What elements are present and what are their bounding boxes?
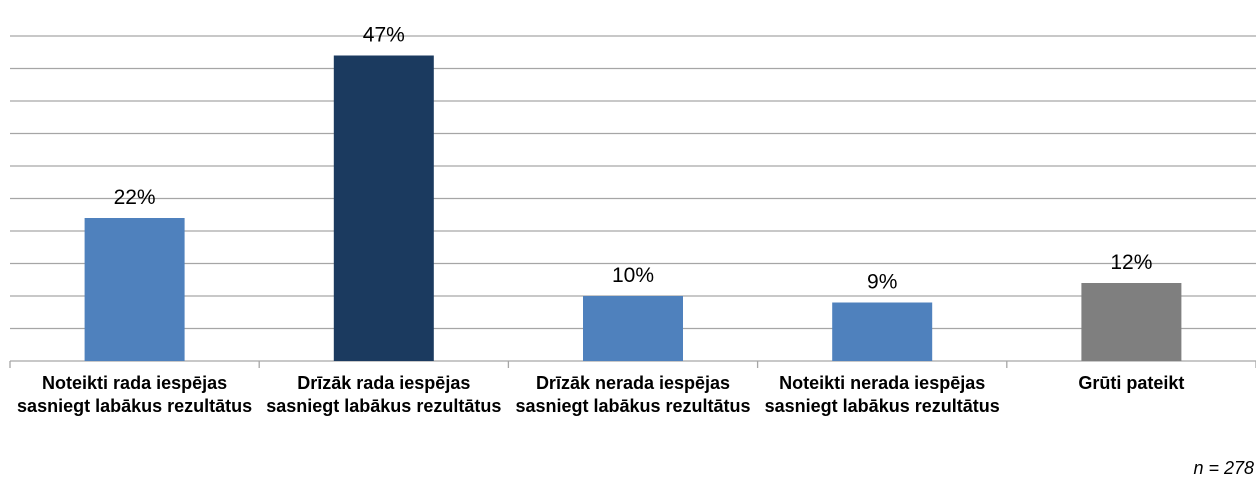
x-tick-label: Drīzāk rada iespējas sasniegt labākus re…	[266, 373, 502, 416]
bar	[333, 55, 434, 361]
bar	[832, 302, 933, 361]
value-label: 47%	[363, 24, 405, 47]
x-tick-label: Noteikti rada iespējas sasniegt labākus …	[17, 373, 253, 416]
x-tick-label: Noteikti nerada iespējas sasniegt labāku…	[764, 373, 1000, 416]
annotation: n = 278	[1193, 458, 1254, 478]
bar	[583, 296, 683, 361]
value-label: 9%	[867, 271, 897, 294]
value-label: 12%	[1110, 251, 1152, 274]
value-label: 22%	[114, 186, 156, 209]
bar	[84, 218, 185, 361]
bar	[1081, 283, 1182, 361]
x-tick-label: Drīzāk nerada iespējas sasniegt labākus …	[515, 373, 751, 416]
x-tick-label: Grūti pateikt	[1078, 373, 1185, 393]
value-label: 10%	[612, 264, 654, 287]
